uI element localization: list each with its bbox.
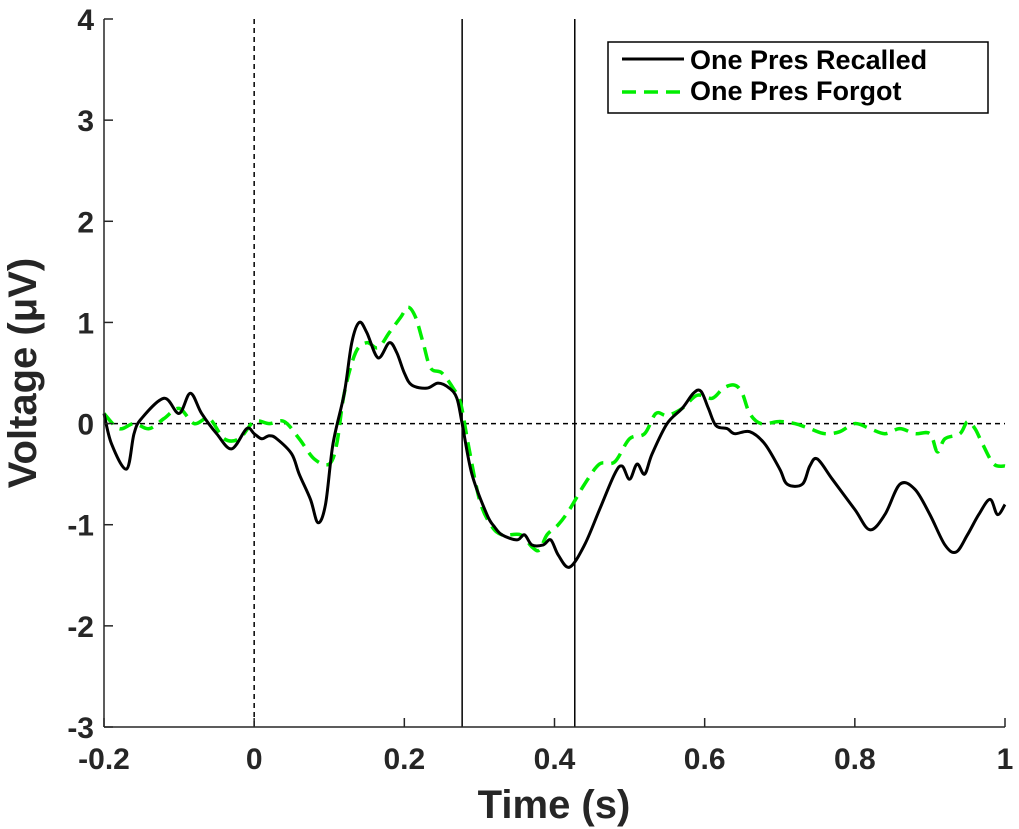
reference-lines <box>104 19 1005 727</box>
plot-series <box>102 305 1007 569</box>
x-tick-label: 1 <box>997 743 1014 776</box>
legend-label-recalled: One Pres Recalled <box>690 45 927 75</box>
x-tick-label: 0.2 <box>383 743 425 776</box>
x-axis-title: Time (s) <box>478 783 631 827</box>
x-tick-label: 0.4 <box>534 743 576 776</box>
y-tick-label: 3 <box>77 105 94 138</box>
legend: One Pres Recalled One Pres Forgot <box>607 41 989 114</box>
axes-box <box>103 19 1005 728</box>
legend-box <box>607 41 989 114</box>
series-line-recalled <box>102 320 1007 569</box>
y-axis-title: Voltage (μV) <box>1 258 45 488</box>
x-tick-label: -0.2 <box>78 743 130 776</box>
x-tick-label: 0 <box>246 743 263 776</box>
y-tick-label: 2 <box>77 206 94 239</box>
y-tick-label: 1 <box>77 307 94 340</box>
y-tick-label: 4 <box>77 4 94 37</box>
y-tick-label: -1 <box>67 510 94 543</box>
y-axis-ticks: -3 -2 -1 0 1 2 3 4 <box>67 4 113 745</box>
y-tick-label: -3 <box>67 712 94 745</box>
x-tick-label: 0.6 <box>684 743 726 776</box>
legend-label-forgot: One Pres Forgot <box>690 76 902 106</box>
series-line-forgot <box>102 305 1006 553</box>
y-tick-label: 0 <box>77 409 94 442</box>
x-axis-ticks: -0.2 0 0.2 0.4 0.6 0.8 1 <box>78 718 1013 776</box>
x-tick-label: 0.8 <box>834 743 876 776</box>
y-tick-label: -2 <box>67 611 94 644</box>
